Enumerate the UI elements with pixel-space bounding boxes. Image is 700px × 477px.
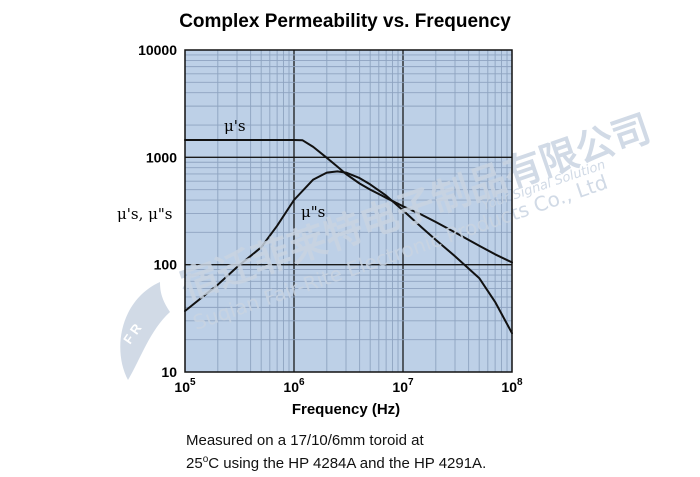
x-tick-label: 106 [283, 377, 305, 395]
series-label-mu-double-prime: μ"s [301, 203, 325, 221]
grid-lines [185, 50, 512, 372]
x-tick-label: 107 [392, 377, 414, 395]
x-tick-label: 108 [501, 377, 523, 395]
note-temp: 25 [186, 455, 203, 472]
series-line-mu-double-prime [184, 170, 513, 335]
y-axis-label: μ's, μ"s [117, 205, 172, 223]
plot-area [185, 50, 512, 372]
note-line-1: Measured on a 17/10/6mm toroid at [186, 432, 424, 449]
x-axis-label: Frequency (Hz) [292, 401, 400, 418]
y-tick-labels: 10 100 1000 10000 [138, 42, 177, 380]
y-tick-label: 100 [154, 257, 178, 273]
y-tick-label: 10 [161, 364, 177, 380]
x-tick-label: 105 [174, 377, 196, 395]
y-tick-label: 10000 [138, 42, 177, 58]
note-rest: C using the HP 4284A and the HP 4291A. [208, 455, 487, 472]
series-lines [184, 139, 513, 335]
x-tick-labels: 105 106 107 108 [174, 377, 523, 395]
measurement-note: Measured on a 17/10/6mm toroid at 25oC u… [186, 431, 486, 473]
chart-title: Complex Permeability vs. Frequency [179, 11, 511, 32]
y-tick-label: 1000 [146, 149, 177, 165]
watermark-logo-icon [120, 282, 170, 380]
plot-frame [184, 49, 513, 373]
series-line-mu-prime [184, 139, 513, 264]
note-degree: o [202, 454, 209, 465]
note-line-2: 25oC using the HP 4284A and the HP 4291A… [186, 450, 486, 473]
series-label-mu-prime: μ's [224, 117, 246, 135]
